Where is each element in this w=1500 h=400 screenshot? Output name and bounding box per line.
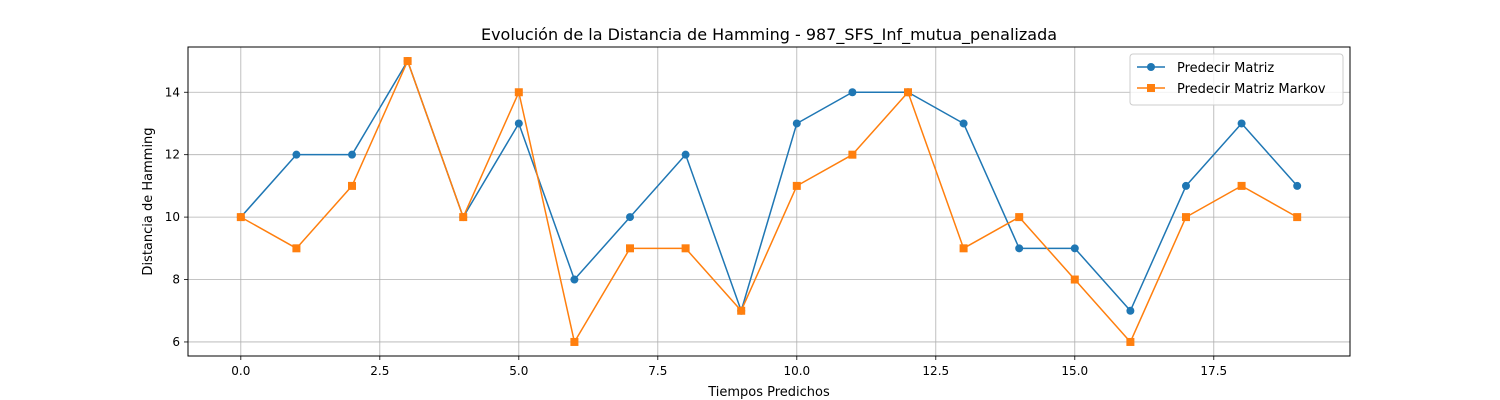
data-point-predecir-matriz-markov (903, 88, 912, 97)
data-point-predecir-matriz-markov (1237, 181, 1246, 190)
x-axis-label: Tiempos Predichos (707, 385, 830, 400)
data-point-predecir-matriz (792, 119, 801, 128)
series-line-predecir-matriz-markov (240, 60, 1298, 343)
data-point-predecir-matriz-markov (348, 181, 357, 190)
data-point-predecir-matriz-markov (1070, 275, 1079, 284)
data-point-predecir-matriz-markov (570, 337, 579, 346)
y-tick-label: 12 (165, 148, 180, 162)
data-point-predecir-matriz-markov (236, 213, 245, 222)
data-point-predecir-matriz-markov (626, 244, 635, 253)
data-point-predecir-matriz (848, 88, 857, 97)
x-tick-label: 5.0 (509, 364, 528, 378)
data-point-predecir-matriz (1070, 244, 1079, 253)
data-point-predecir-matriz (570, 275, 579, 284)
y-tick-label: 6 (172, 335, 180, 349)
data-point-predecir-matriz-markov (1126, 337, 1135, 346)
data-point-predecir-matriz-markov (1293, 213, 1302, 222)
data-point-predecir-matriz (1237, 119, 1246, 128)
series-layer (236, 57, 1302, 346)
data-point-predecir-matriz (514, 119, 523, 128)
y-tick-label: 14 (165, 85, 180, 99)
data-point-predecir-matriz (681, 150, 690, 159)
data-point-predecir-matriz (959, 119, 968, 128)
legend: Predecir Matriz Predecir Matriz Markov (1129, 53, 1344, 106)
legend-label-predecir-matriz: Predecir Matriz (1177, 61, 1274, 76)
x-tick-label: 7.5 (648, 364, 667, 378)
data-point-predecir-matriz (1293, 181, 1302, 190)
data-point-predecir-matriz-markov (403, 57, 412, 66)
data-point-predecir-matriz (348, 150, 357, 159)
data-point-predecir-matriz-markov (737, 306, 746, 315)
data-point-predecir-matriz (1181, 181, 1190, 190)
y-tick-label: 8 (172, 273, 180, 287)
x-tick-label: 0.0 (231, 364, 250, 378)
data-point-predecir-matriz-markov (459, 213, 468, 222)
data-point-predecir-matriz (1015, 244, 1024, 253)
data-point-predecir-matriz-markov (848, 150, 857, 159)
x-tick-label: 10.0 (783, 364, 810, 378)
data-point-predecir-matriz (1126, 306, 1135, 315)
series-predecir-matriz-markov (236, 57, 1302, 346)
axis-ticks: 0.0 2.5 5.0 7.5 10.0 12.5 15.0 17.5 6 8 10 12 14 (165, 85, 1227, 378)
data-point-predecir-matriz (292, 150, 301, 159)
y-axis-label: Distancia de Hamming (141, 127, 156, 275)
data-point-predecir-matriz-markov (1015, 213, 1024, 222)
data-point-predecir-matriz-markov (792, 181, 801, 190)
x-tick-label: 15.0 (1061, 364, 1088, 378)
legend-marker-predecir-matriz-markov (1147, 84, 1155, 92)
data-point-predecir-matriz-markov (1181, 213, 1190, 222)
data-point-predecir-matriz (626, 213, 635, 222)
x-tick-label: 12.5 (922, 364, 949, 378)
chart-title: Evolución de la Distancia de Hamming - 9… (481, 25, 1057, 45)
data-point-predecir-matriz-markov (292, 244, 301, 253)
plot-frame (187, 46, 1351, 357)
data-point-predecir-matriz-markov (681, 244, 690, 253)
legend-box (1129, 53, 1344, 106)
data-point-predecir-matriz-markov (959, 244, 968, 253)
legend-label-predecir-matriz-markov: Predecir Matriz Markov (1177, 82, 1326, 97)
x-tick-label: 17.5 (1200, 364, 1227, 378)
y-tick-label: 10 (165, 210, 180, 224)
legend-marker-predecir-matriz (1147, 63, 1155, 71)
x-tick-label: 2.5 (370, 364, 389, 378)
data-point-predecir-matriz-markov (514, 88, 523, 97)
